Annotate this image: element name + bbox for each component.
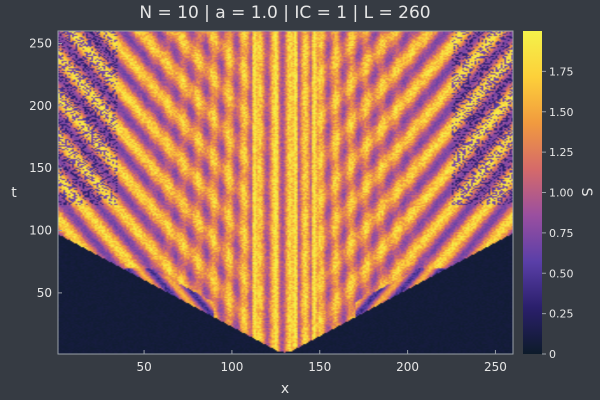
colorbar-tick-label: 1.75 (549, 65, 574, 78)
y-tick-label: 250 (29, 36, 52, 50)
y-tick-label: 200 (29, 99, 52, 113)
y-tick-label: 150 (29, 161, 52, 175)
colorbar-gradient (523, 31, 542, 354)
colorbar-tick-label: 0.50 (549, 267, 574, 280)
plot-frame (57, 30, 514, 355)
y-axis-ticks: 50 100 150 200 250 (29, 36, 62, 300)
chart-title: N = 10 | a = 1.0 | IC = 1 | L = 260 (139, 3, 430, 23)
y-tick-label: 50 (37, 286, 52, 300)
x-tick-label: 100 (220, 360, 243, 374)
colorbar-tick-label: 0 (549, 348, 556, 361)
colorbar: 0 0.25 0.50 0.75 1.00 1.25 1.50 1.75 S (523, 31, 594, 361)
colorbar-ticks: 0 0.25 0.50 0.75 1.00 1.25 1.50 1.75 (542, 65, 574, 361)
x-axis-label: x (281, 381, 289, 397)
colorbar-label: S (578, 188, 594, 197)
colorbar-tick-label: 1.50 (549, 106, 574, 119)
x-tick-label: 200 (396, 360, 419, 374)
heatmap-plot (57, 30, 514, 355)
colorbar-tick-label: 1.25 (549, 146, 574, 159)
colorbar-tick-label: 1.00 (549, 187, 574, 200)
heatmap-image (58, 31, 513, 354)
colorbar-tick-label: 0.75 (549, 227, 574, 240)
y-tick-label: 100 (29, 224, 52, 238)
x-tick-label: 250 (484, 360, 507, 374)
x-tick-label: 150 (308, 360, 331, 374)
x-axis-ticks: 50 100 150 200 250 (136, 350, 507, 374)
x-tick-label: 50 (136, 360, 151, 374)
y-axis-label: t (11, 185, 17, 201)
colorbar-tick-label: 0.25 (549, 308, 574, 321)
